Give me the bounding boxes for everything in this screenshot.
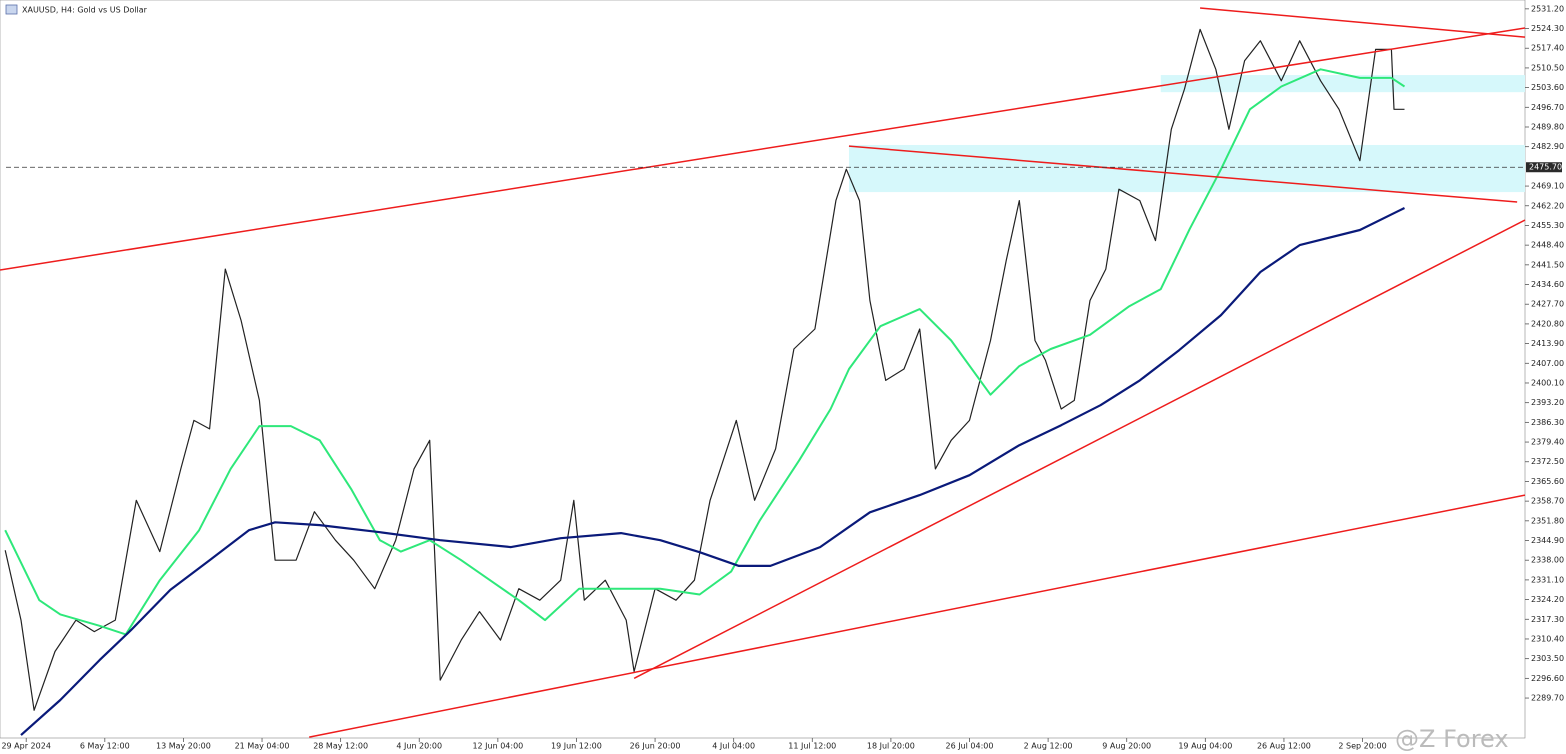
x-tick-label: 11 Jul 12:00 — [788, 742, 836, 751]
symbol-icon — [5, 4, 18, 15]
y-tick-label: 2434.60 — [1531, 280, 1564, 289]
x-tick-label: 13 May 20:00 — [156, 742, 211, 751]
x-tick-label: 9 Aug 20:00 — [1102, 742, 1151, 751]
zone — [848, 144, 1525, 193]
y-tick-label: 2427.70 — [1531, 300, 1564, 309]
x-tick-label: 26 Aug 12:00 — [1257, 742, 1311, 751]
series-layer — [0, 7, 1526, 738]
underlay — [848, 75, 1525, 193]
y-tick-label: 2469.10 — [1531, 182, 1564, 191]
price-label: 2475.70 — [1529, 163, 1562, 172]
trendline — [0, 27, 1526, 271]
y-tick-label: 2338.00 — [1531, 556, 1564, 565]
plot-area — [0, 0, 1526, 739]
y-tick-label: 2462.20 — [1531, 201, 1564, 210]
price-label-box — [1526, 162, 1562, 173]
x-tick-label: 28 May 12:00 — [313, 742, 368, 751]
y-tick-label: 2331.10 — [1531, 575, 1564, 584]
x-tick-label: 26 Jul 04:00 — [946, 742, 994, 751]
y-tick-label: 2310.40 — [1531, 634, 1564, 643]
x-tick-label: 6 May 12:00 — [80, 742, 130, 751]
x-tick-label: 26 Jun 20:00 — [630, 742, 681, 751]
y-tick-label: 2531.20 — [1531, 4, 1564, 13]
series-line — [4, 28, 1405, 711]
chart-title: XAUUSD, H4: Gold vs US Dollar — [22, 6, 148, 15]
series-line — [20, 207, 1405, 736]
x-tick-label: 19 Aug 04:00 — [1178, 742, 1232, 751]
y-tick-label: 2344.90 — [1531, 536, 1564, 545]
watermark: @Z Forex — [1395, 725, 1509, 753]
y-tick-label: 2510.50 — [1531, 63, 1564, 72]
y-tick-label: 2482.90 — [1531, 142, 1564, 151]
y-tick-label: 2303.50 — [1531, 654, 1564, 663]
zone — [1160, 75, 1525, 93]
y-tick-label: 2407.00 — [1531, 359, 1564, 368]
y-tick-label: 2441.50 — [1531, 260, 1564, 269]
y-tick-label: 2420.80 — [1531, 319, 1564, 328]
y-tick-label: 2324.20 — [1531, 595, 1564, 604]
y-tick-label: 2503.60 — [1531, 83, 1564, 92]
y-tick-label: 2351.80 — [1531, 516, 1564, 525]
y-tick-label: 2455.30 — [1531, 221, 1564, 230]
y-tick-label: 2365.60 — [1531, 477, 1564, 486]
y-tick-label: 2448.40 — [1531, 241, 1564, 250]
y-tick-label: 2358.70 — [1531, 497, 1564, 506]
y-tick-label: 2296.60 — [1531, 674, 1564, 683]
x-tick-label: 4 Jun 20:00 — [396, 742, 442, 751]
y-tick-label: 2393.20 — [1531, 398, 1564, 407]
y-tick-label: 2517.40 — [1531, 44, 1564, 53]
series-line — [4, 68, 1406, 636]
y-tick-label: 2289.70 — [1531, 694, 1564, 703]
y-tick-label: 2413.90 — [1531, 339, 1564, 348]
x-tick-label: 4 Jul 04:00 — [712, 742, 755, 751]
x-tick-label: 21 May 04:00 — [235, 742, 290, 751]
y-tick-label: 2524.30 — [1531, 24, 1564, 33]
y-tick-label: 2379.40 — [1531, 438, 1564, 447]
x-tick-label: 12 Jun 04:00 — [472, 742, 523, 751]
x-tick-label: 2 Aug 12:00 — [1024, 742, 1073, 751]
y-tick-label: 2386.30 — [1531, 418, 1564, 427]
x-tick-label: 18 Jul 20:00 — [867, 742, 915, 751]
x-tick-label: 19 Jun 12:00 — [551, 742, 602, 751]
x-tick-label: 2 Sep 20:00 — [1338, 742, 1386, 751]
y-tick-label: 2317.30 — [1531, 615, 1564, 624]
y-tick-label: 2372.50 — [1531, 457, 1564, 466]
trendline — [848, 145, 1518, 203]
trendline — [1200, 7, 1526, 38]
trendline — [633, 219, 1526, 680]
y-tick-label: 2400.10 — [1531, 378, 1564, 387]
x-tick-label: 29 Apr 2024 — [1, 742, 50, 751]
y-tick-label: 2489.80 — [1531, 122, 1564, 131]
y-tick-label: 2496.70 — [1531, 103, 1564, 112]
trendline — [309, 494, 1526, 738]
